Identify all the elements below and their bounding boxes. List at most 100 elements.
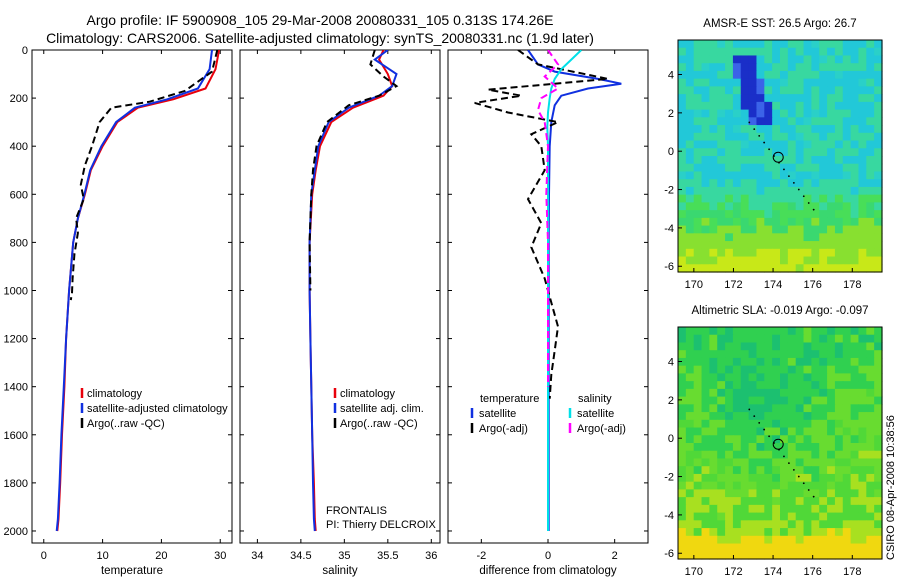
- map-cell: [717, 78, 726, 87]
- map-cell: [811, 396, 820, 405]
- map-cell: [780, 202, 789, 211]
- map-cell: [740, 78, 750, 87]
- map-cell: [780, 412, 789, 421]
- map-cell: [701, 78, 710, 87]
- y-tick-label: -2: [664, 185, 674, 197]
- map-cell: [780, 535, 789, 545]
- map-cell: [787, 342, 797, 351]
- map-cell: [780, 543, 789, 552]
- map-cell: [780, 194, 789, 203]
- map-cell: [764, 70, 773, 80]
- map-cell: [780, 47, 789, 57]
- map-cell: [866, 458, 875, 467]
- map-cell: [678, 217, 687, 227]
- map-cell: [756, 86, 765, 95]
- map-cell: [866, 334, 875, 344]
- map-cell: [685, 365, 695, 374]
- map-cell: [678, 443, 687, 452]
- map-cell: [748, 427, 758, 436]
- map-cell: [858, 40, 867, 49]
- map-cell: [685, 210, 695, 219]
- map-cell: [748, 47, 758, 57]
- map-cell: [866, 156, 875, 165]
- map-cell: [827, 256, 836, 265]
- map-cell: [827, 117, 836, 126]
- map-cell: [819, 194, 828, 203]
- map-cell: [787, 466, 797, 475]
- map-cell: [772, 163, 781, 173]
- map-cell: [725, 117, 734, 126]
- map-cell: [693, 210, 703, 219]
- map-cell: [740, 148, 750, 157]
- map-cell: [834, 40, 844, 49]
- map-cell: [764, 194, 773, 203]
- map-cell: [811, 512, 820, 521]
- map-cell: [874, 148, 883, 157]
- map-cell: [850, 70, 860, 80]
- map-cell: [780, 481, 789, 490]
- map-cell: [803, 156, 812, 165]
- map-cell: [732, 450, 742, 460]
- map-cell: [819, 489, 828, 498]
- map-cell: [834, 334, 844, 344]
- map-cell: [685, 186, 695, 196]
- map-cell: [858, 125, 867, 134]
- map-cell: [803, 70, 812, 80]
- map-cell: [858, 497, 867, 506]
- map-cell: [795, 327, 805, 336]
- map-cell: [732, 427, 742, 436]
- map-cell: [866, 481, 875, 490]
- map-cell: [701, 264, 710, 273]
- map-cell: [748, 140, 758, 149]
- map-cell: [795, 427, 805, 436]
- map-cell: [866, 70, 875, 80]
- map-cell: [842, 140, 852, 149]
- map-cell: [764, 55, 773, 64]
- map-cell: [709, 435, 718, 444]
- map-cell: [795, 466, 805, 475]
- map-cell: [866, 94, 875, 103]
- map-cell: [787, 396, 797, 405]
- map-cell: [772, 466, 781, 475]
- map-cell: [764, 148, 773, 157]
- map-cell: [787, 373, 797, 382]
- map-cell: [780, 140, 789, 149]
- map-cell: [717, 163, 726, 173]
- map-cell: [795, 435, 805, 444]
- map-cell: [693, 132, 703, 142]
- map-cell: [842, 443, 852, 452]
- map-cell: [740, 342, 750, 351]
- map-cell: [725, 404, 734, 413]
- map-cell: [858, 86, 867, 95]
- map-cell: [693, 233, 703, 242]
- map-cell: [850, 404, 860, 413]
- sla-map-title: Altimetric SLA: -0.019 Argo: -0.097: [691, 305, 869, 317]
- map-cell: [740, 94, 750, 103]
- map-cell: [866, 202, 875, 211]
- map-cell: [874, 179, 883, 188]
- map-cell: [787, 443, 797, 452]
- map-cell: [787, 334, 797, 344]
- map-cell: [756, 427, 765, 436]
- map-cell: [764, 225, 773, 234]
- map-cell: [787, 264, 797, 273]
- map-cell: [827, 47, 836, 57]
- map-cell: [685, 78, 695, 87]
- map-cell: [827, 443, 836, 452]
- map-cell: [693, 543, 703, 552]
- map-cell: [850, 163, 860, 173]
- map-cell: [819, 427, 828, 436]
- map-cell: [772, 489, 781, 498]
- x-tick-label: 34.5: [290, 550, 311, 562]
- track-dot: [768, 435, 771, 438]
- map-cell: [748, 481, 758, 490]
- map-cell: [795, 443, 805, 452]
- map-cell: [787, 520, 797, 529]
- map-cell: [748, 381, 758, 390]
- map-cell: [803, 435, 812, 444]
- map-cell: [678, 528, 687, 537]
- map-cell: [701, 334, 710, 344]
- map-cell: [756, 419, 765, 429]
- map-cell: [764, 233, 773, 242]
- map-cell: [858, 543, 867, 552]
